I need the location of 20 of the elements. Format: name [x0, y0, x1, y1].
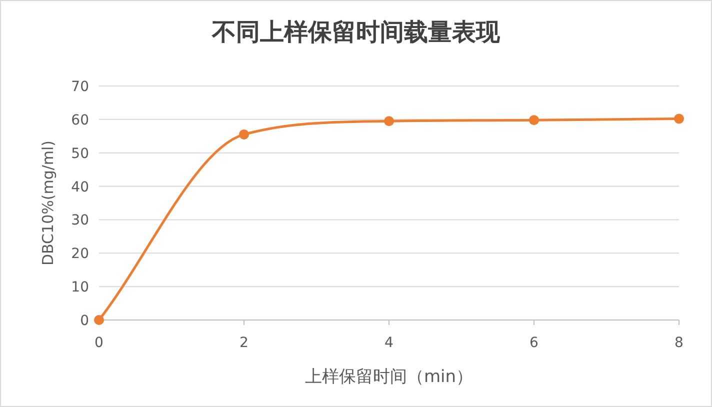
point	[674, 114, 684, 124]
x-tick-label: 4	[384, 335, 394, 351]
y-tick-label: 0	[80, 313, 89, 329]
y-tick-label: 30	[71, 212, 89, 229]
y-axis-title: DBC10%(mg/ml)	[39, 140, 57, 266]
x-tick-label: 0	[94, 335, 104, 351]
y-tick-label: 20	[71, 246, 89, 262]
point	[239, 129, 249, 140]
y-tick-label: 60	[71, 112, 89, 128]
y-tick-label: 70	[71, 79, 89, 95]
x-tick-label: 8	[674, 335, 684, 351]
y-tick-label: 10	[71, 280, 89, 296]
chart-title: 不同上样保留时间载量表现	[211, 19, 501, 46]
x-axis-title: 上样保留时间（min）	[304, 367, 474, 387]
y-tick-label: 50	[71, 146, 89, 162]
point	[529, 115, 539, 126]
point	[384, 116, 394, 126]
y-tick-label: 40	[71, 179, 89, 196]
x-tick-label: 6	[530, 335, 539, 351]
x-tick-label: 2	[240, 335, 248, 351]
